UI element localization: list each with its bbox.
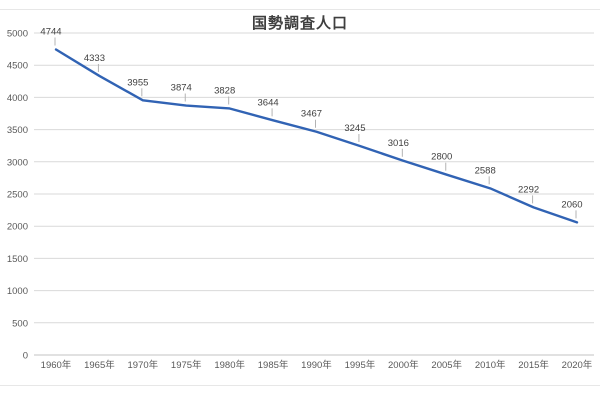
x-axis-tick-label: 2020年 [562, 359, 593, 371]
y-axis-tick-label: 2000 [7, 222, 28, 233]
data-label: 2800 [431, 152, 452, 163]
data-label: 4333 [84, 53, 105, 64]
data-label: 4744 [40, 26, 61, 37]
x-axis-tick-label: 1960年 [41, 359, 72, 371]
y-axis-tick-label: 500 [12, 318, 28, 329]
sheet-gridline-bottom [0, 385, 600, 386]
data-label: 3245 [344, 123, 365, 134]
y-axis-tick-label: 1500 [7, 254, 28, 265]
y-axis-tick-label: 1000 [7, 286, 28, 297]
data-label: 3016 [388, 138, 409, 149]
x-axis-tick-label: 1980年 [214, 359, 245, 371]
y-axis-tick-label: 4500 [7, 61, 28, 72]
x-axis-tick-label: 1985年 [258, 359, 289, 371]
chart-title: 国勢調査人口 [251, 15, 348, 32]
x-axis-tick-label: 1975年 [171, 359, 202, 371]
y-axis-tick-label: 3000 [7, 157, 28, 168]
x-axis-tick-label: 1970年 [128, 359, 159, 371]
x-axis-tick-label: 2015年 [518, 359, 549, 371]
x-axis-tick-label: 1990年 [301, 359, 332, 371]
data-label: 2060 [561, 199, 582, 210]
data-label: 3644 [258, 97, 279, 108]
data-label: 2588 [475, 165, 496, 176]
y-axis-tick-label: 0 [23, 351, 28, 362]
series-line [54, 48, 579, 224]
data-label: 3467 [301, 109, 322, 120]
y-axis-tick-label: 5000 [7, 29, 28, 40]
x-axis-tick-label: 2010年 [475, 359, 506, 371]
sheet-gridline-top [0, 9, 600, 10]
x-axis-tick-label: 1965年 [84, 359, 115, 371]
data-label: 3828 [214, 85, 235, 96]
data-label: 3955 [127, 77, 148, 88]
data-label: 2292 [518, 184, 539, 195]
x-axis-tick-label: 2005年 [431, 359, 462, 371]
y-axis-tick-label: 3500 [7, 125, 28, 136]
y-axis-tick-label: 2500 [7, 190, 28, 201]
data-label: 3874 [171, 83, 192, 94]
x-axis-tick-label: 2000年 [388, 359, 419, 371]
x-axis-tick-label: 1995年 [345, 359, 376, 371]
y-axis-tick-label: 4000 [7, 93, 28, 104]
